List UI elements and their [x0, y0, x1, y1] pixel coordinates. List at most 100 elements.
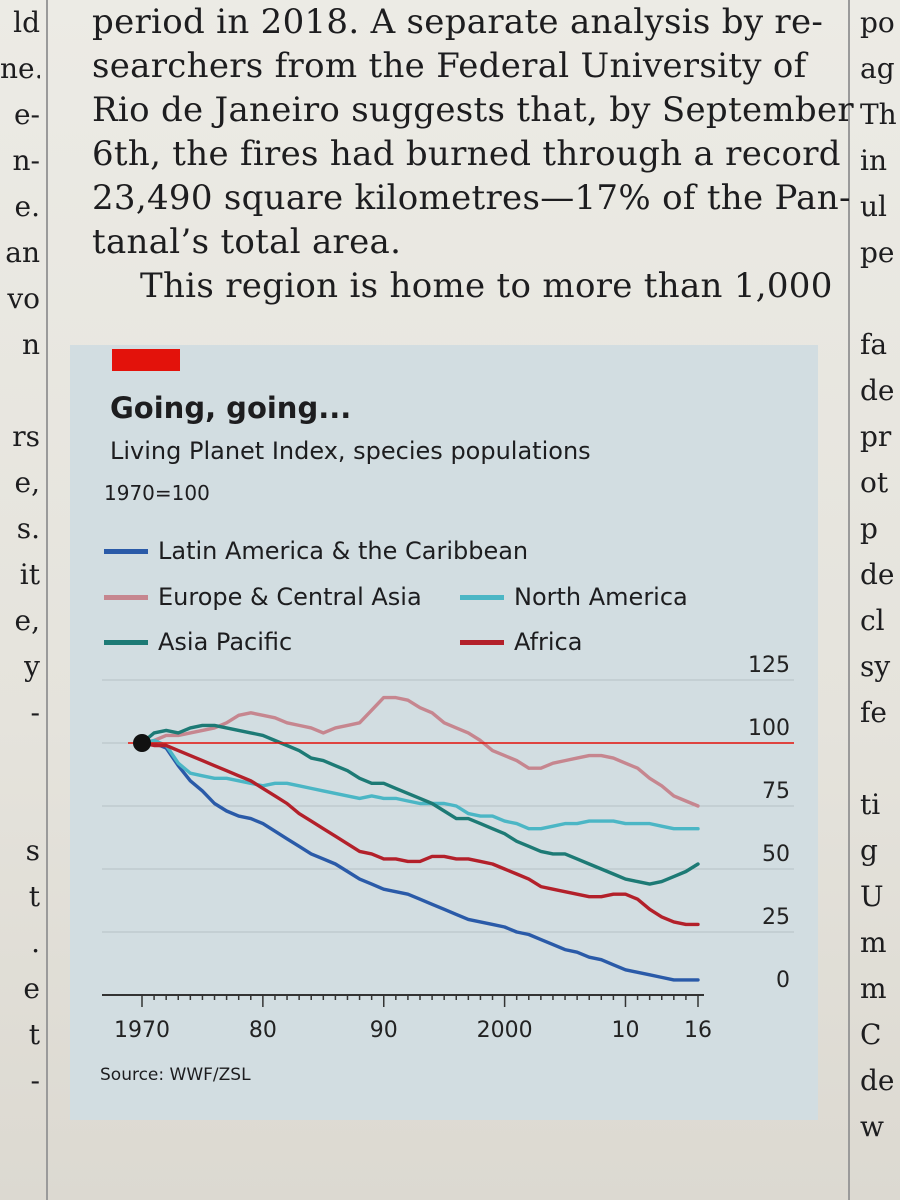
column-fragment [0, 736, 40, 782]
x-tick-label: 90 [370, 1018, 398, 1043]
column-fragment: ld [13, 6, 40, 39]
column-fragment [0, 368, 40, 414]
column-fragment: it [19, 558, 40, 591]
y-tick-label: 0 [776, 968, 790, 993]
chart-title: Going, going... [110, 391, 352, 425]
series-line [140, 741, 700, 982]
series-line [140, 741, 700, 927]
column-fragment: de [860, 558, 895, 591]
chart-source: Source: WWF/ZSL [100, 1065, 251, 1085]
column-fragment: C [860, 1018, 882, 1051]
column-fragment: vo [7, 282, 40, 315]
article-line: searchers from the Federal University of [92, 46, 807, 86]
column-fragment [860, 736, 900, 782]
column-fragment: Th [860, 98, 897, 131]
column-fragment: p [860, 512, 878, 545]
column-fragment: de [860, 1064, 895, 1097]
y-tick-label: 125 [748, 653, 790, 678]
column-fragment: g [860, 834, 878, 867]
column-fragment: n [21, 328, 40, 361]
line-chart: 0 25 50 75 100 125 1970 80 90 2000 10 16 [102, 653, 794, 1043]
y-tick-label: 50 [762, 842, 790, 867]
legend-label: Latin America & the Caribbean [158, 537, 529, 565]
legend-item-europe: Europe & Central Asia [104, 582, 422, 612]
x-tick-label: 10 [611, 1018, 639, 1043]
column-fragment: ot [860, 466, 889, 499]
x-tick-label: 1970 [114, 1018, 170, 1043]
column-fragment: ag [860, 52, 895, 85]
column-fragment: m [860, 926, 887, 959]
x-tick-label: 80 [249, 1018, 277, 1043]
chart-panel: Going, going... Living Planet Index, spe… [70, 345, 818, 1120]
column-fragment: de [860, 374, 895, 407]
legend-label: Africa [514, 628, 583, 656]
column-fragment [860, 276, 900, 322]
x-tick-label: 2000 [477, 1018, 533, 1043]
legend-label: Europe & Central Asia [158, 583, 422, 611]
red-tag [112, 349, 180, 371]
article-line: 23,490 square kilometres—17% of the Pan- [92, 178, 851, 218]
column-fragment: rs [12, 420, 40, 453]
column-divider-left [46, 0, 48, 1200]
legend-swatch [104, 594, 148, 600]
series-line [140, 695, 700, 808]
article-text: period in 2018. A separate analysis by r… [92, 0, 854, 308]
column-fragment: sy [860, 650, 891, 683]
legend-item-north-america: North America [460, 582, 688, 612]
legend-swatch [460, 594, 504, 600]
column-divider-right [848, 0, 850, 1200]
legend-item-asia-pacific: Asia Pacific [104, 627, 292, 657]
column-fragment: y [24, 650, 40, 683]
column-fragment: e [23, 972, 40, 1005]
column-fragment: pe [860, 236, 895, 269]
column-fragment: s. [16, 512, 40, 545]
legend-swatch [104, 639, 148, 645]
article-line: This region is home to more than 1,000 [140, 266, 833, 306]
article-line: 6th, the fires had burned through a reco… [92, 134, 841, 174]
legend-swatch [460, 639, 504, 645]
column-fragment: pr [860, 420, 892, 453]
chart-unit: 1970=100 [104, 481, 210, 505]
column-fragment: - [30, 696, 40, 729]
column-fragment: ti [860, 788, 881, 821]
legend-swatch [104, 548, 148, 554]
column-fragment: ul [860, 190, 887, 223]
column-fragment: fa [860, 328, 888, 361]
column-fragment: e, [14, 466, 40, 499]
start-point-dot [133, 734, 151, 752]
column-fragment: U [860, 880, 884, 913]
column-fragment: e- [13, 98, 40, 131]
legend-label: Asia Pacific [158, 628, 293, 656]
column-fragment: w [860, 1110, 884, 1143]
column-fragment: n- [12, 144, 41, 177]
column-fragment: - [30, 1064, 40, 1097]
article-line: tanal’s total area. [92, 222, 402, 262]
column-fragment: in [860, 144, 887, 177]
column-fragment: . [31, 926, 40, 959]
legend-item-latin-america: Latin America & the Caribbean [104, 536, 528, 566]
column-fragment: e, [14, 604, 40, 637]
y-tick-label: 25 [762, 905, 790, 930]
column-fragment: t [28, 880, 40, 913]
column-fragment: an [5, 236, 40, 269]
article-line: period in 2018. A separate analysis by r… [92, 2, 824, 42]
y-tick-label: 100 [748, 716, 790, 741]
y-tick-label: 75 [762, 779, 790, 804]
column-fragment: fe [860, 696, 887, 729]
column-fragment: e. [14, 190, 40, 223]
column-fragment: m [860, 972, 887, 1005]
column-fragment: s [25, 834, 40, 867]
legend-label: North America [514, 583, 688, 611]
left-column-fragments: ld ne. e-n-e. an vo n rs e, s. it e, y - s t. e t - [0, 0, 40, 1104]
chart-subtitle: Living Planet Index, species populations [110, 437, 591, 465]
column-fragment [0, 782, 40, 828]
x-tick-label: 16 [684, 1018, 712, 1043]
column-fragment: t [28, 1018, 40, 1051]
series-line [140, 738, 700, 831]
column-fragment: po [860, 6, 895, 39]
article-line: Rio de Janeiro suggests that, by Septemb… [92, 90, 854, 130]
legend-item-africa: Africa [460, 627, 582, 657]
column-fragment: cl [860, 604, 885, 637]
column-fragment: ne. [0, 52, 40, 85]
